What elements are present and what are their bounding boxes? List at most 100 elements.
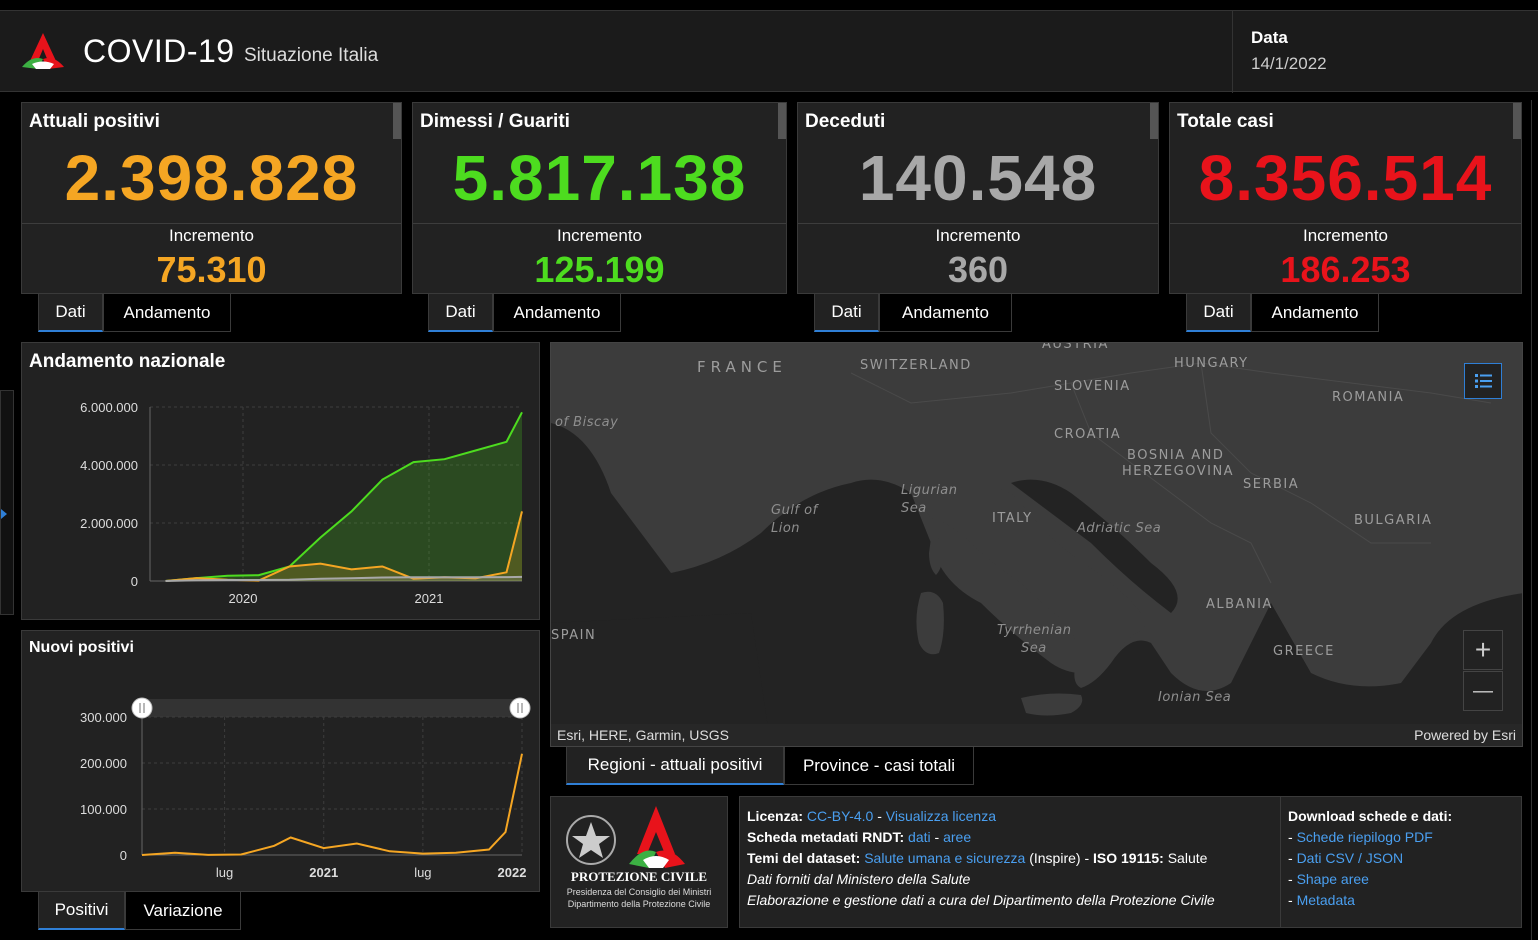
zoom-out-button[interactable]: — — [1463, 671, 1503, 711]
download-pdf-link[interactable]: Schede riepilogo PDF — [1296, 829, 1433, 845]
tab-andamento[interactable]: Andamento — [879, 294, 1012, 332]
licenza-link[interactable]: CC-BY-4.0 — [806, 808, 874, 824]
kpi-scrollbar[interactable] — [1513, 103, 1521, 139]
source-line: Dati forniti dal Ministero della Salute — [747, 871, 971, 887]
kpi-tabs-3: Dati Andamento — [814, 294, 1012, 332]
logo-sub1: Presidenza del Consiglio dei Ministri — [566, 887, 712, 897]
national-trend-panel: Andamento nazionale 6.000.000 4.000.000 2.… — [21, 342, 540, 620]
map-label-greece: GREECE — [1273, 644, 1335, 659]
kpi-divider — [798, 223, 1158, 224]
range-handle-right[interactable] — [509, 697, 531, 719]
tab-andamento[interactable]: Andamento — [493, 294, 621, 332]
map-tabs: Regioni - attuali positivi Province - ca… — [566, 747, 974, 785]
temi-label: Temi del dataset: — [747, 850, 861, 866]
national-trend-chart[interactable]: 6.000.000 4.000.000 2.000.000 0 2020 2021 — [22, 343, 541, 621]
y-tick-label: 200.000 — [80, 756, 127, 771]
download-csv-link[interactable]: Dati CSV / JSON — [1296, 850, 1404, 866]
y-tick-label: 0 — [120, 848, 127, 863]
panel-title: Andamento nazionale — [29, 351, 226, 372]
kpi-increment-label: Incremento — [935, 226, 1021, 245]
download-metadata-link[interactable]: Metadata — [1296, 892, 1355, 908]
kpi-scrollbar[interactable] — [778, 103, 786, 139]
temi-inspire: (Inspire) - — [1029, 850, 1093, 866]
map-basemap — [551, 343, 1522, 746]
bullet-dash: - — [1288, 871, 1297, 887]
map-label-biscay: of Biscay — [555, 415, 619, 430]
map-label-tyrrhenian-sea: Sea — [1021, 641, 1047, 656]
date-label: Data — [1251, 28, 1288, 47]
date-box: Data 14/1/2022 — [1232, 11, 1538, 93]
licenza-row: Licenza: CC-BY-4.0 - Visualizza licenza — [747, 806, 1276, 827]
legend-button[interactable] — [1464, 363, 1502, 399]
bullet-dash: - — [1288, 850, 1297, 866]
tab-dati[interactable]: Dati — [38, 294, 103, 332]
kpi-divider — [413, 223, 786, 224]
dataset-info-panel: Licenza: CC-BY-4.0 - Visualizza licenza … — [739, 796, 1284, 928]
scheda-aree-link[interactable]: aree — [943, 829, 972, 845]
zoom-in-button[interactable]: + — [1463, 630, 1503, 670]
downloads-panel: Download schede e dati: - Schede riepilo… — [1280, 796, 1522, 928]
tab-variazione[interactable]: Variazione — [125, 892, 241, 930]
y-tick-label: 4.000.000 — [80, 458, 138, 473]
attribution-right[interactable]: Powered by Esri — [1414, 727, 1516, 743]
x-tick-label: 2021 — [415, 591, 444, 606]
y-tick-label: 100.000 — [80, 802, 127, 817]
tab-dati[interactable]: Dati — [428, 294, 493, 332]
scheda-dati-link[interactable]: dati — [908, 829, 931, 845]
map-label-bosnia: BOSNIA AND — [1127, 448, 1225, 463]
range-slider-track — [142, 699, 522, 717]
series-area-guariti — [165, 412, 522, 581]
series-line-deceduti — [165, 575, 523, 582]
scheda-separator: - — [930, 829, 944, 845]
tab-province[interactable]: Province - casi totali — [784, 747, 974, 785]
tab-positivi[interactable]: Positivi — [38, 892, 125, 930]
y-tick-label: 6.000.000 — [80, 400, 138, 415]
download-item: - Schede riepilogo PDF — [1288, 827, 1514, 848]
app-header: COVID-19 Situazione Italia Data 14/1/202… — [0, 10, 1538, 93]
list-icon — [1475, 374, 1492, 388]
kpi-scrollbar[interactable] — [1150, 103, 1158, 139]
kpi-value: 5.817.138 — [452, 142, 747, 214]
attribution-left[interactable]: Esri, HERE, Garmin, USGS — [557, 727, 729, 743]
kpi-title: Dimessi / Guariti — [420, 111, 570, 132]
bullet-dash: - — [1288, 892, 1297, 908]
visualizza-licenza-link[interactable]: Visualizza licenza — [885, 808, 997, 824]
kpi-title: Deceduti — [805, 111, 886, 132]
map-label-ligurian-sea: Sea — [901, 501, 927, 516]
y-tick-label: 300.000 — [80, 710, 127, 725]
tab-andamento[interactable]: Andamento — [103, 294, 231, 332]
temi-row: Temi del dataset: Salute umana e sicurez… — [747, 848, 1276, 869]
protezione-civile-panel: PROTEZIONE CIVILE Presidenza del Consigl… — [550, 796, 728, 928]
x-tick-label: lug — [414, 865, 431, 880]
date-value: 14/1/2022 — [1251, 54, 1327, 73]
kpi-scrollbar[interactable] — [393, 103, 401, 139]
download-shape-link[interactable]: Shape aree — [1296, 871, 1369, 887]
tab-andamento[interactable]: Andamento — [1251, 294, 1379, 332]
map-label-italy: ITALY — [992, 511, 1033, 526]
map-label-ionian: Ionian Sea — [1158, 690, 1232, 705]
tab-dati[interactable]: Dati — [814, 294, 879, 332]
map-label-romania: ROMANIA — [1332, 390, 1405, 405]
x-tick-label: lug — [216, 865, 233, 880]
new-positive-chart[interactable]: 300.000 200.000 100.000 0 lug 2021 lug 2022 — [22, 631, 541, 893]
map-label-herzegovina: HERZEGOVINA — [1122, 464, 1235, 479]
panel-title: Nuovi positivi — [29, 639, 134, 656]
tab-regioni[interactable]: Regioni - attuali positivi — [566, 747, 784, 785]
right-scroll-edge — [1531, 100, 1538, 940]
iso-value: Salute — [1163, 850, 1208, 866]
download-item: - Dati CSV / JSON — [1288, 848, 1514, 869]
map-label-gulf-of-lion: Gulf of — [771, 503, 818, 518]
scheda-label: Scheda metadati RNDT: — [747, 829, 905, 845]
kpi-title: Totale casi — [1177, 111, 1274, 132]
map-label-hungary: HUNGARY — [1174, 356, 1249, 371]
tab-dati[interactable]: Dati — [1186, 294, 1251, 332]
kpi-deceduti: Deceduti 140.548 Incremento 360 — [797, 102, 1159, 294]
chart-tabs: Positivi Variazione — [38, 892, 241, 930]
temi-link[interactable]: Salute umana e sicurezza — [864, 850, 1026, 866]
protezione-civile-logo — [22, 33, 64, 69]
range-handle-left[interactable] — [131, 697, 153, 719]
side-panel-handle[interactable] — [0, 390, 14, 615]
kpi-totale-casi: Totale casi 8.356.514 Incremento 186.253 — [1169, 102, 1522, 294]
map-view[interactable]: FRANCE SWITZERLAND AUSTRIA HUNGARY SLOVE… — [550, 342, 1523, 747]
downloads-title: Download schede e dati: — [1288, 808, 1453, 824]
